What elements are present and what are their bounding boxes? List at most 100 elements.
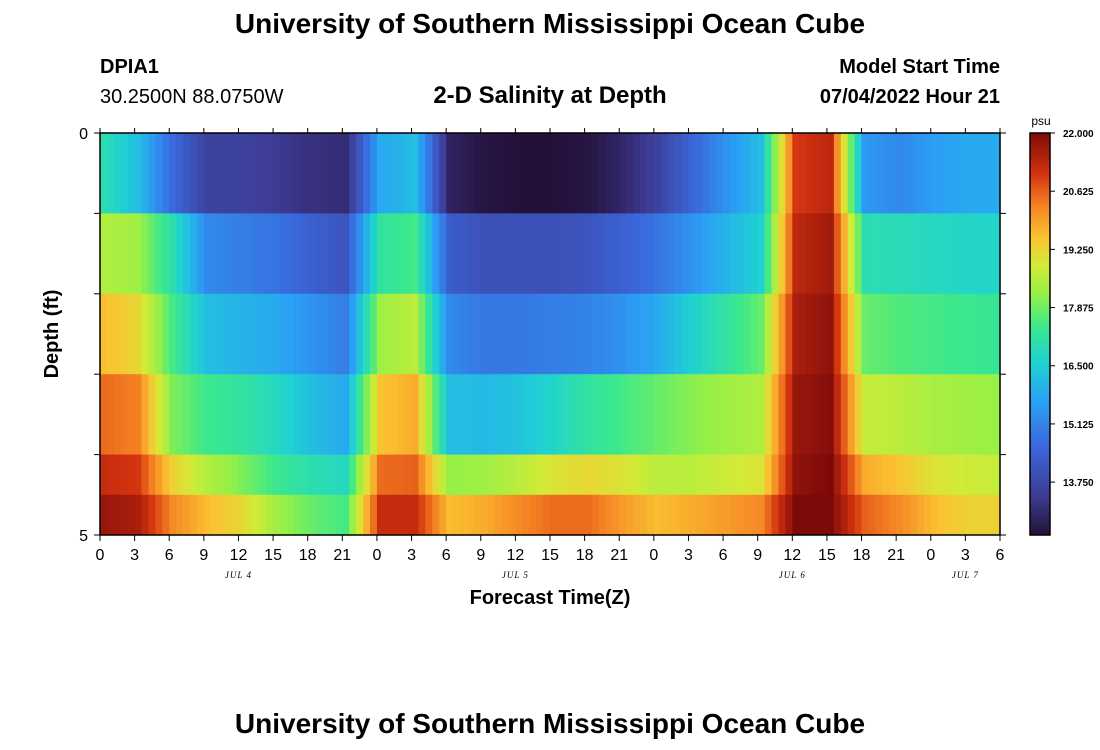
heatmap-cell [986, 293, 994, 375]
heatmap-cell [314, 293, 323, 375]
heatmap-cell [730, 454, 738, 496]
heatmap-cell [404, 374, 413, 455]
heatmap-cell [418, 494, 426, 536]
heatmap-cell [106, 374, 115, 455]
colorbar-tick-label: 20.625 [1063, 187, 1094, 198]
heatmap-cell [134, 494, 143, 536]
heatmap-cell [972, 494, 980, 536]
heatmap-cell [702, 213, 710, 295]
heatmap-cell [280, 133, 288, 214]
heatmap-cell [280, 293, 288, 375]
heatmap-cell [155, 494, 163, 536]
heatmap-cell [487, 133, 496, 214]
heatmap-cell [252, 494, 260, 536]
heatmap-cell [847, 293, 856, 375]
heatmap-cell [743, 293, 752, 375]
colorbar-scale [1029, 132, 1051, 536]
heatmap-cell [148, 374, 156, 455]
heatmap-cell [875, 454, 883, 496]
heatmap-cell [183, 213, 191, 295]
heatmap-cell [674, 133, 683, 214]
heatmap-cell [626, 293, 634, 375]
heatmap-cell [439, 293, 447, 375]
heatmap-cell [453, 133, 461, 214]
heatmap-cell [882, 454, 890, 496]
heatmap-cell [259, 293, 267, 375]
x-tick-label: 3 [961, 547, 970, 564]
x-tick-label: 3 [130, 547, 139, 564]
heatmap-cell [460, 213, 468, 295]
heatmap-cell [785, 374, 793, 455]
heatmap-cell [390, 133, 399, 214]
heatmap-cell [418, 454, 426, 496]
day-labels: JUL 4 JUL 5 JUL 6 JUL 7 [225, 570, 978, 580]
heatmap-cell [826, 494, 835, 536]
heatmap-cell [910, 213, 918, 295]
heatmap-cell [231, 213, 240, 295]
heatmap-cell [813, 213, 821, 295]
heatmap-cell [106, 494, 115, 536]
heatmap-cell [494, 293, 503, 375]
heatmap-cell [439, 133, 447, 214]
heatmap-cell [640, 213, 648, 295]
heatmap-cell [190, 293, 198, 375]
heatmap-cell [543, 494, 551, 536]
heatmap-cell [840, 374, 849, 455]
heatmap-cell [383, 374, 392, 455]
heatmap-cell [536, 454, 544, 496]
heatmap-cell [875, 213, 883, 295]
heatmap-cell [923, 293, 932, 375]
heatmap-cell [674, 374, 683, 455]
model-start-label: Model Start Time [839, 56, 1000, 78]
heatmap-cell [951, 494, 960, 536]
heatmap-cell [314, 454, 323, 496]
heatmap-cell [584, 454, 593, 496]
heatmap-cell [307, 494, 316, 536]
heatmap-cell [349, 454, 357, 496]
heatmap-cell [273, 293, 281, 375]
heatmap-cell [653, 213, 662, 295]
heatmap-cell [584, 133, 593, 214]
heatmap-cell [958, 454, 966, 496]
heatmap-cell [466, 454, 475, 496]
heatmap-cell [695, 454, 703, 496]
heatmap-cell [127, 213, 136, 295]
heatmap-cell [404, 213, 413, 295]
heatmap-cell [446, 454, 454, 496]
heatmap-cell [889, 454, 897, 496]
heatmap-cell [979, 454, 987, 496]
heatmap-cell [522, 213, 530, 295]
heatmap-cell [965, 213, 973, 295]
heatmap-cell [570, 454, 579, 496]
heatmap-cell [134, 454, 143, 496]
heatmap-cell [162, 213, 170, 295]
heatmap-cell [563, 133, 572, 214]
heatmap-cell [640, 374, 648, 455]
heatmap-cell [356, 293, 364, 375]
heatmap-cell [176, 213, 184, 295]
heatmap-cell [910, 293, 918, 375]
heatmap-cell [466, 494, 475, 536]
heatmap-cell [508, 494, 516, 536]
heatmap-cell [764, 293, 773, 375]
colorbar-tick-label: 15.125 [1063, 420, 1094, 431]
x-tick-label: 18 [576, 547, 594, 564]
heatmap-cell [916, 133, 925, 214]
heatmap-cell [958, 293, 966, 375]
heatmap-cell [577, 454, 586, 496]
heatmap-cell [889, 374, 897, 455]
heatmap-cell [965, 133, 973, 214]
heatmap-cell [252, 374, 260, 455]
heatmap-cell [508, 454, 516, 496]
heatmap-cell [730, 133, 738, 214]
heatmap-cell [556, 293, 565, 375]
heatmap-cell [577, 133, 586, 214]
heatmap-cell [875, 494, 883, 536]
heatmap-cell [196, 494, 205, 536]
heatmap-cell [106, 454, 115, 496]
heatmap-cell [792, 374, 800, 455]
heatmap-cell [335, 293, 343, 375]
colorbar-ticks: 22.000 20.625 19.250 17.875 16.500 15.125 13.7… [1050, 129, 1094, 489]
heatmap-cell [432, 213, 440, 295]
heatmap-cell [916, 374, 925, 455]
